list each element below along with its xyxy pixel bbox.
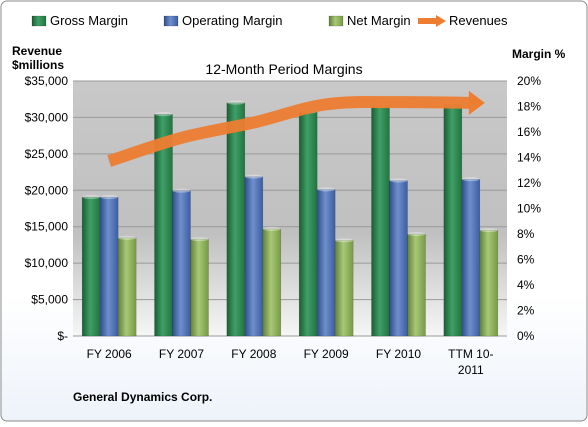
bar-net-margin bbox=[191, 239, 209, 336]
bar-net-margin bbox=[263, 229, 281, 336]
bar-operating-margin bbox=[245, 177, 263, 336]
y-right-tick-label: 14% bbox=[517, 151, 541, 165]
legend-label: Operating Margin bbox=[182, 13, 282, 28]
x-tick-label-line: FY 2008 bbox=[231, 347, 276, 361]
legend-label: Gross Margin bbox=[50, 13, 128, 28]
x-tick-label-line: FY 2009 bbox=[304, 347, 349, 361]
bar-operating-margin bbox=[390, 180, 408, 336]
bar-net-margin bbox=[408, 234, 426, 336]
bar-operating-margin bbox=[317, 189, 335, 336]
x-tick-label: FY 2006 bbox=[87, 347, 132, 361]
y-right-tick-label: 2% bbox=[517, 304, 535, 318]
bar-gross-margin bbox=[227, 103, 245, 336]
bar-gross-margin bbox=[299, 112, 317, 336]
y-right-tick-label: 0% bbox=[517, 329, 535, 343]
y-left-axis-title-line: Revenue bbox=[12, 44, 62, 58]
y-right-tick-label: 20% bbox=[517, 74, 541, 88]
x-tick-label-line: FY 2007 bbox=[159, 347, 204, 361]
x-tick-label: FY 2010 bbox=[376, 347, 421, 361]
y-left-tick-label: $20,000 bbox=[25, 183, 69, 197]
legend-swatch-operating-margin bbox=[164, 16, 178, 26]
bar-net-margin bbox=[335, 240, 353, 336]
y-right-tick-label: 18% bbox=[517, 100, 541, 114]
y-left-tick-label: $30,000 bbox=[25, 110, 69, 124]
y-left-tick-label: $15,000 bbox=[25, 220, 69, 234]
company-label: General Dynamics Corp. bbox=[73, 390, 212, 404]
y-right-axis-title: Margin % bbox=[512, 47, 566, 61]
bar-gross-margin bbox=[372, 105, 390, 336]
y-right-tick-label: 12% bbox=[517, 176, 541, 190]
y-left-axis-title-line: $millions bbox=[12, 58, 64, 72]
bar-top-highlight bbox=[118, 236, 136, 240]
x-tick-label: FY 2009 bbox=[304, 347, 349, 361]
bar-top-highlight bbox=[191, 237, 209, 241]
x-tick-label-line: 2011 bbox=[458, 363, 484, 377]
bar-operating-margin bbox=[462, 179, 480, 336]
y-left-tick-label: $10,000 bbox=[25, 256, 69, 270]
bar-gross-margin bbox=[444, 104, 462, 336]
bar-operating-margin bbox=[100, 197, 118, 336]
legend-swatch-net-margin bbox=[329, 16, 343, 26]
y-right-tick-label: 8% bbox=[517, 227, 535, 241]
bar-top-highlight bbox=[480, 228, 498, 232]
bar-top-highlight bbox=[263, 227, 281, 231]
legend-label: Net Margin bbox=[347, 13, 411, 28]
x-tick-label: FY 2007 bbox=[159, 347, 204, 361]
y-left-tick-label: $35,000 bbox=[25, 74, 69, 88]
y-right-tick-label: 4% bbox=[517, 278, 535, 292]
bar-top-highlight bbox=[335, 238, 353, 242]
chart-title: 12-Month Period Margins bbox=[205, 61, 362, 77]
plot-area bbox=[73, 81, 507, 336]
y-right-tick-label: 10% bbox=[517, 202, 541, 216]
bar-top-highlight bbox=[100, 195, 118, 199]
x-tick-label-line: TTM 10- bbox=[448, 347, 493, 361]
y-left-tick-label: $- bbox=[57, 329, 68, 343]
bar-gross-margin bbox=[82, 197, 100, 336]
x-tick-label-line: FY 2010 bbox=[376, 347, 421, 361]
bar-top-highlight bbox=[227, 101, 245, 105]
bar-top-highlight bbox=[317, 187, 335, 191]
legend-swatch-gross-margin bbox=[32, 16, 46, 26]
y-left-tick-label: $25,000 bbox=[25, 147, 69, 161]
bar-top-highlight bbox=[390, 178, 408, 182]
bar-top-highlight bbox=[408, 232, 426, 236]
bar-top-highlight bbox=[173, 189, 191, 193]
y-left-axis-title: Revenue$millions bbox=[12, 44, 64, 72]
bar-top-highlight bbox=[462, 177, 480, 181]
y-right-tick-label: 6% bbox=[517, 253, 535, 267]
legend-label: Revenues bbox=[449, 13, 508, 28]
bar-operating-margin bbox=[173, 191, 191, 336]
y-left-tick-label: $5,000 bbox=[31, 293, 68, 307]
bar-net-margin bbox=[480, 230, 498, 336]
bar-top-highlight bbox=[82, 195, 100, 199]
x-tick-label: FY 2008 bbox=[231, 347, 276, 361]
y-right-tick-label: 16% bbox=[517, 125, 541, 139]
x-tick-label-line: FY 2006 bbox=[87, 347, 132, 361]
bar-net-margin bbox=[118, 238, 136, 336]
bar-top-highlight bbox=[155, 112, 173, 116]
bar-top-highlight bbox=[245, 175, 263, 179]
